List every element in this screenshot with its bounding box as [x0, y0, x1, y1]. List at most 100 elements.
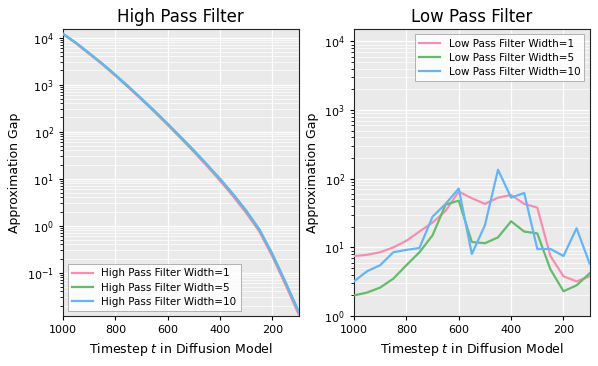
High Pass Filter Width=10	[151, 109, 158, 113]
Low Pass Filter Width=10	[364, 269, 371, 273]
High Pass Filter Width=1	[216, 179, 224, 183]
Y-axis label: Approximation Gap: Approximation Gap	[8, 112, 22, 233]
Title: Low Pass Filter: Low Pass Filter	[411, 8, 532, 26]
High Pass Filter Width=1	[243, 211, 250, 215]
Low Pass Filter Width=5	[442, 202, 449, 207]
High Pass Filter Width=5	[138, 97, 145, 101]
High Pass Filter Width=5	[269, 252, 276, 257]
Low Pass Filter Width=5	[429, 233, 436, 238]
Low Pass Filter Width=10	[455, 186, 462, 191]
High Pass Filter Width=5	[59, 31, 66, 36]
Low Pass Filter Width=5	[455, 198, 462, 203]
High Pass Filter Width=10	[243, 208, 250, 213]
High Pass Filter Width=5	[164, 122, 171, 126]
High Pass Filter Width=5	[151, 109, 158, 113]
Low Pass Filter Width=10	[508, 195, 515, 200]
Low Pass Filter Width=10	[429, 214, 436, 219]
High Pass Filter Width=10	[269, 252, 276, 256]
Low Pass Filter Width=5	[586, 271, 593, 276]
High Pass Filter Width=1	[230, 194, 237, 199]
High Pass Filter Width=1	[72, 41, 80, 46]
High Pass Filter Width=5	[190, 149, 197, 153]
High Pass Filter Width=10	[203, 162, 210, 167]
Low Pass Filter Width=1	[586, 274, 593, 279]
High Pass Filter Width=10	[177, 135, 184, 139]
Low Pass Filter Width=5	[573, 283, 580, 288]
High Pass Filter Width=1	[203, 164, 210, 168]
High Pass Filter Width=1	[86, 52, 93, 56]
Low Pass Filter Width=5	[533, 231, 541, 236]
Low Pass Filter Width=1	[547, 254, 554, 258]
Low Pass Filter Width=5	[495, 235, 502, 240]
Title: High Pass Filter: High Pass Filter	[117, 8, 244, 26]
High Pass Filter Width=10	[59, 31, 66, 36]
Low Pass Filter Width=5	[547, 267, 554, 272]
Low Pass Filter Width=10	[416, 246, 423, 250]
Low Pass Filter Width=10	[573, 226, 580, 231]
Low Pass Filter Width=5	[468, 240, 475, 244]
Low Pass Filter Width=10	[560, 254, 567, 258]
High Pass Filter Width=10	[112, 72, 119, 77]
High Pass Filter Width=10	[138, 96, 145, 101]
Low Pass Filter Width=1	[573, 279, 580, 284]
High Pass Filter Width=5	[282, 280, 289, 285]
Low Pass Filter Width=1	[350, 254, 358, 258]
Legend: Low Pass Filter Width=1, Low Pass Filter Width=5, Low Pass Filter Width=10: Low Pass Filter Width=1, Low Pass Filter…	[416, 34, 584, 81]
Low Pass Filter Width=1	[508, 193, 515, 197]
Low Pass Filter Width=1	[364, 253, 371, 257]
Low Pass Filter Width=10	[481, 223, 489, 228]
Low Pass Filter Width=5	[560, 289, 567, 294]
Line: Low Pass Filter Width=10: Low Pass Filter Width=10	[354, 170, 590, 281]
High Pass Filter Width=10	[216, 176, 224, 181]
Low Pass Filter Width=10	[442, 202, 449, 206]
High Pass Filter Width=5	[243, 209, 250, 213]
X-axis label: Timestep $t$ in Diffusion Model: Timestep $t$ in Diffusion Model	[380, 341, 564, 358]
High Pass Filter Width=5	[203, 163, 210, 167]
High Pass Filter Width=1	[295, 312, 302, 317]
Low Pass Filter Width=10	[521, 191, 528, 195]
Low Pass Filter Width=10	[377, 263, 384, 268]
Low Pass Filter Width=1	[560, 274, 567, 279]
Low Pass Filter Width=5	[416, 250, 423, 254]
Low Pass Filter Width=1	[495, 195, 502, 200]
High Pass Filter Width=1	[190, 150, 197, 154]
Low Pass Filter Width=1	[455, 189, 462, 194]
High Pass Filter Width=1	[112, 74, 119, 78]
Line: High Pass Filter Width=10: High Pass Filter Width=10	[63, 34, 298, 311]
High Pass Filter Width=1	[282, 283, 289, 287]
Low Pass Filter Width=1	[403, 239, 410, 243]
High Pass Filter Width=1	[59, 31, 66, 36]
Low Pass Filter Width=1	[390, 245, 397, 250]
Low Pass Filter Width=5	[377, 285, 384, 290]
High Pass Filter Width=1	[164, 123, 171, 127]
Low Pass Filter Width=10	[403, 248, 410, 252]
High Pass Filter Width=10	[282, 280, 289, 284]
Low Pass Filter Width=10	[547, 247, 554, 251]
Low Pass Filter Width=1	[429, 220, 436, 225]
Low Pass Filter Width=10	[533, 247, 541, 251]
High Pass Filter Width=1	[256, 229, 263, 234]
Low Pass Filter Width=10	[495, 168, 502, 172]
Low Pass Filter Width=10	[390, 250, 397, 254]
Low Pass Filter Width=1	[468, 196, 475, 201]
High Pass Filter Width=1	[269, 254, 276, 259]
High Pass Filter Width=5	[177, 135, 184, 139]
High Pass Filter Width=5	[86, 51, 93, 55]
High Pass Filter Width=10	[164, 122, 171, 126]
Low Pass Filter Width=5	[350, 293, 358, 298]
Low Pass Filter Width=5	[403, 263, 410, 268]
High Pass Filter Width=1	[138, 97, 145, 102]
High Pass Filter Width=5	[72, 41, 80, 45]
Low Pass Filter Width=1	[442, 209, 449, 213]
High Pass Filter Width=5	[216, 177, 224, 181]
Low Pass Filter Width=10	[468, 252, 475, 256]
High Pass Filter Width=10	[295, 309, 302, 314]
High Pass Filter Width=1	[99, 62, 106, 67]
Line: High Pass Filter Width=5: High Pass Filter Width=5	[63, 34, 298, 311]
High Pass Filter Width=10	[256, 227, 263, 231]
Low Pass Filter Width=5	[521, 229, 528, 234]
Low Pass Filter Width=5	[364, 290, 371, 295]
Y-axis label: Approximation Gap: Approximation Gap	[306, 112, 319, 233]
Low Pass Filter Width=1	[533, 205, 541, 210]
High Pass Filter Width=10	[230, 192, 237, 196]
